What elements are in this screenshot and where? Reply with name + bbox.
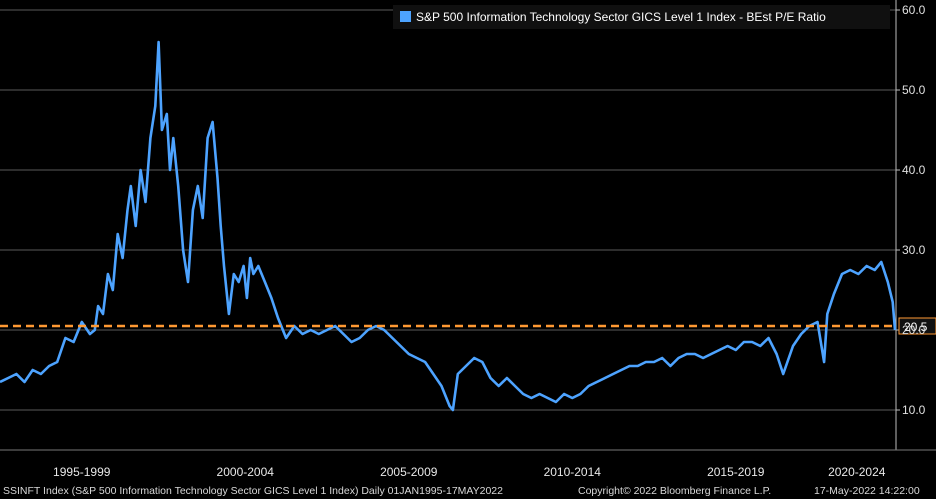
y-tick-label: 60.0 (902, 3, 926, 17)
reference-label-box (898, 317, 936, 335)
footer-copyright: Copyright© 2022 Bloomberg Finance L.P. (578, 485, 772, 497)
y-tick-label: 20.0 (902, 323, 926, 337)
x-tick-labels: 1995-1999 2000-2004 2005-2009 2010-2014 2015… (53, 465, 886, 479)
footer-bar: SSINFT Index (S&P 500 Information Techno… (0, 484, 936, 499)
footer-source: SSINFT Index (S&P 500 Information Techno… (3, 485, 503, 497)
pe-ratio-chart: 20.5 10.0 20.0 30.0 40.0 50.0 60.0 1995-1999 2… (0, 0, 936, 484)
reference-label: 20.5 (904, 320, 928, 334)
x-period-label: 2020-2024 (828, 465, 886, 479)
y-tick-labels: 10.0 20.0 30.0 40.0 50.0 60.0 (902, 3, 926, 417)
y-tick-label: 50.0 (902, 83, 926, 97)
series-group (0, 40, 897, 412)
legend-swatch (400, 11, 411, 22)
x-period-label: 2015-2019 (707, 465, 765, 479)
x-period-label: 2010-2014 (544, 465, 602, 479)
axes (0, 0, 936, 484)
legend: S&P 500 Information Technology Sector GI… (393, 5, 890, 29)
footer-timestamp: 17-May-2022 14:22:00 (814, 485, 920, 497)
x-axis-band (0, 450, 936, 484)
legend-label: S&P 500 Information Technology Sector GI… (416, 10, 826, 24)
series-line (0, 40, 897, 412)
x-period-label: 2000-2004 (217, 465, 275, 479)
chart-background (0, 0, 936, 484)
x-period-label: 1995-1999 (53, 465, 111, 479)
y-tick-label: 10.0 (902, 403, 926, 417)
x-period-label: 2005-2009 (380, 465, 438, 479)
y-tick-label: 40.0 (902, 163, 926, 177)
y-tick-label: 30.0 (902, 243, 926, 257)
reference-line-group: 20.5 (0, 317, 936, 335)
legend-box (393, 5, 890, 29)
